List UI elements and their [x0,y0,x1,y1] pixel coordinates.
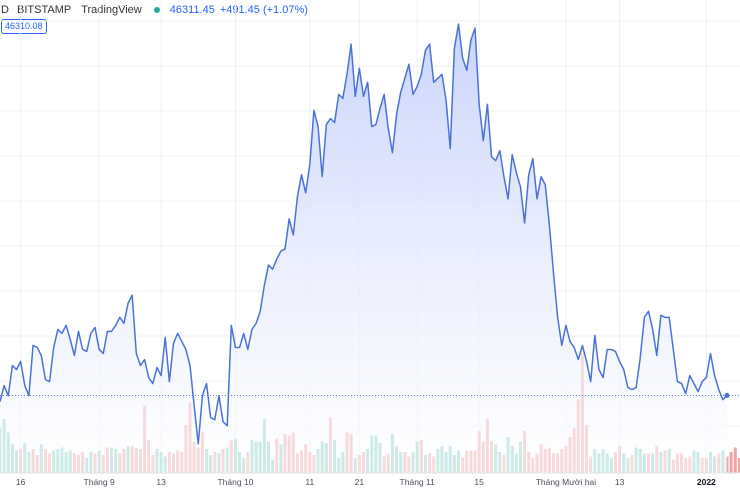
x-tick-label: 21 [355,477,365,487]
price-line [0,23,728,445]
volume-bar [729,452,733,473]
x-tick-label: 15 [474,477,484,487]
x-tick-label: 13 [615,477,625,487]
last-price: 46311.45 [169,4,215,16]
x-tick-label: 16 [16,477,26,487]
price-area-fill [0,24,727,473]
brand-label[interactable]: TradingView [81,4,142,16]
volume-bar [733,447,737,473]
symbol-label: ID [0,4,9,16]
x-tick-label: Tháng 9 [84,477,115,487]
volume-bar [737,458,740,473]
x-tick-label: 13 [156,477,166,487]
x-axis: 16 Tháng 9 13 Tháng 10 11 21 Tháng 11 15 Tháng M… [0,472,740,487]
price-badge: 46310.08 [1,19,47,34]
price-area [0,24,727,473]
x-tick-label: Tháng Mười hai [536,477,597,487]
price-line-layer [0,23,740,445]
price-change: +491.45 (+1.07%) [219,4,308,16]
market-status-icon [153,7,160,13]
x-tick-label: 11 [305,477,314,487]
chart-header: ID BITSTAMP TradingView 46311.45 +491.45… [0,0,740,20]
x-tick-label: Tháng 11 [400,477,436,487]
exchange-label: BITSTAMP [17,4,72,16]
x-tick-label: 2022 [697,477,716,487]
x-tick-label: Tháng 10 [217,477,253,487]
last-price-marker [724,392,730,398]
